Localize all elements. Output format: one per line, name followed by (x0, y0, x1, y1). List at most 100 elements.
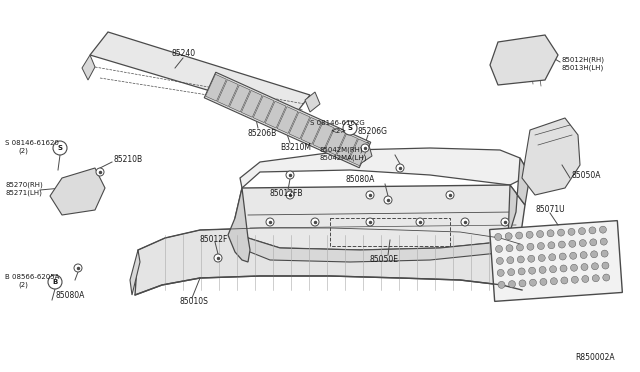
Circle shape (461, 218, 469, 226)
Circle shape (501, 218, 509, 226)
Circle shape (361, 144, 369, 152)
Bar (330, 218, 450, 246)
Text: 85080A: 85080A (345, 176, 374, 185)
Circle shape (53, 141, 67, 155)
Polygon shape (313, 123, 333, 150)
Circle shape (590, 239, 596, 246)
Circle shape (536, 231, 543, 238)
Circle shape (446, 191, 454, 199)
Circle shape (516, 232, 523, 239)
Text: 85042MA(LH): 85042MA(LH) (320, 155, 367, 161)
Circle shape (497, 257, 503, 264)
Circle shape (561, 277, 568, 284)
Text: B3210M: B3210M (280, 144, 311, 153)
Circle shape (589, 227, 596, 234)
Polygon shape (235, 185, 525, 250)
Text: B 08566-6205A: B 08566-6205A (5, 274, 60, 280)
Circle shape (579, 228, 586, 235)
Text: 85240: 85240 (172, 49, 196, 58)
Circle shape (214, 254, 222, 262)
Circle shape (591, 251, 598, 258)
Circle shape (591, 263, 598, 270)
Polygon shape (82, 55, 95, 80)
Polygon shape (229, 85, 250, 112)
Text: 85271(LH): 85271(LH) (5, 190, 42, 196)
Text: 85080A: 85080A (55, 292, 84, 301)
Text: (2): (2) (18, 282, 28, 288)
Circle shape (343, 121, 357, 135)
Circle shape (580, 251, 587, 259)
Text: S 08146-61620: S 08146-61620 (5, 140, 59, 146)
Circle shape (384, 196, 392, 204)
Circle shape (559, 253, 566, 260)
Polygon shape (245, 238, 520, 262)
Text: B: B (52, 279, 58, 285)
Text: 85206G: 85206G (358, 126, 388, 135)
Polygon shape (240, 148, 530, 188)
Polygon shape (337, 134, 358, 160)
Circle shape (507, 257, 514, 264)
Circle shape (416, 218, 424, 226)
Text: 85012H(RH): 85012H(RH) (562, 57, 605, 63)
Circle shape (498, 281, 505, 288)
Circle shape (602, 262, 609, 269)
Text: 85012F: 85012F (200, 235, 228, 244)
Text: 85013H(LH): 85013H(LH) (562, 65, 604, 71)
Circle shape (505, 233, 512, 240)
Circle shape (600, 238, 607, 245)
Circle shape (506, 245, 513, 252)
Text: 85210B: 85210B (114, 155, 143, 164)
Bar (490, 221, 622, 301)
Polygon shape (277, 107, 298, 134)
Text: 85270(RH): 85270(RH) (5, 182, 43, 188)
Text: 85206B: 85206B (248, 128, 277, 138)
Circle shape (311, 218, 319, 226)
Circle shape (560, 265, 567, 272)
Text: 85042M(RH): 85042M(RH) (320, 147, 364, 153)
Circle shape (74, 264, 82, 272)
Circle shape (569, 240, 576, 247)
Circle shape (579, 240, 586, 247)
Text: 85050E: 85050E (370, 254, 399, 263)
Circle shape (509, 280, 515, 288)
Circle shape (548, 242, 555, 249)
Circle shape (495, 246, 502, 253)
Polygon shape (50, 168, 105, 215)
Circle shape (603, 274, 610, 281)
Circle shape (538, 243, 545, 250)
Polygon shape (204, 72, 371, 168)
Polygon shape (301, 117, 322, 144)
Circle shape (266, 218, 274, 226)
Polygon shape (490, 35, 558, 85)
Circle shape (528, 255, 535, 262)
Polygon shape (135, 228, 522, 295)
Circle shape (550, 266, 557, 273)
Circle shape (497, 269, 504, 276)
Text: (2): (2) (18, 148, 28, 154)
Circle shape (495, 234, 502, 240)
Circle shape (547, 230, 554, 237)
Circle shape (601, 250, 608, 257)
Circle shape (366, 191, 374, 199)
Polygon shape (324, 128, 346, 155)
Polygon shape (349, 139, 369, 166)
Circle shape (366, 218, 374, 226)
Polygon shape (253, 96, 274, 123)
Circle shape (508, 269, 515, 276)
Polygon shape (522, 118, 580, 195)
Text: R850002A: R850002A (575, 353, 615, 362)
Circle shape (540, 278, 547, 285)
Circle shape (570, 264, 577, 271)
Circle shape (519, 280, 526, 287)
Polygon shape (90, 32, 310, 116)
Circle shape (539, 266, 546, 273)
Circle shape (568, 228, 575, 235)
Polygon shape (508, 158, 530, 240)
Text: 85010S: 85010S (180, 298, 209, 307)
Text: 85050A: 85050A (572, 171, 602, 180)
Circle shape (48, 275, 62, 289)
Circle shape (526, 231, 533, 238)
Polygon shape (305, 92, 320, 112)
Circle shape (516, 244, 524, 251)
Circle shape (570, 252, 577, 259)
